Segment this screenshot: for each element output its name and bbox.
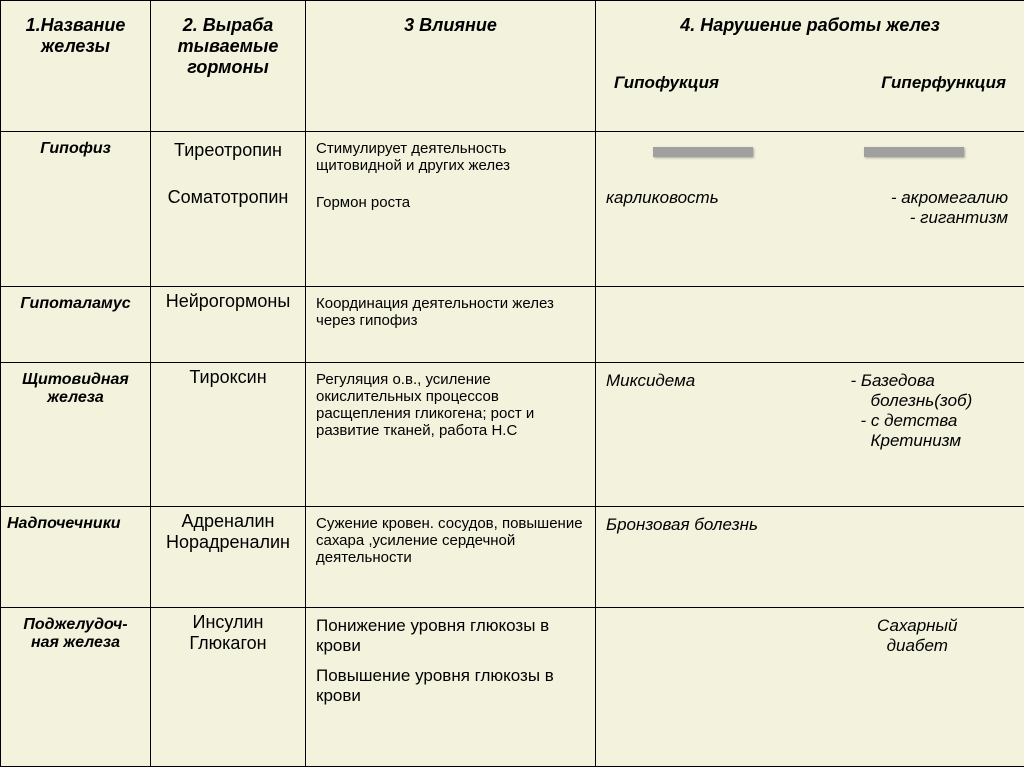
hormone-item: Соматотропин — [161, 187, 295, 208]
hyper-item: - с детства — [821, 411, 1013, 431]
hyper-cell: - Базедова болезнь(зоб) - с детства Крет… — [811, 363, 1024, 507]
hormones-cell: Тироксин — [151, 363, 306, 507]
hdr-hypo: Гипофукция — [596, 73, 811, 131]
hormone-item: Нейрогормоны — [161, 291, 295, 312]
influence-item: Регуляция о.в., усиление окислительных п… — [316, 371, 585, 439]
hdr-hormones: 2. Выраба тываемые гормоны — [151, 1, 306, 132]
hormones-cell: Нейрогормоны — [151, 287, 306, 363]
gray-bar-icon — [653, 147, 753, 157]
influence-item: Сужение кровен. сосудов, повышение сахар… — [316, 515, 585, 566]
hdr-influence: 3 Влияние — [306, 1, 596, 132]
hormone-item: Норадреналин — [161, 532, 295, 553]
hypo-cell: Бронзовая болезнь — [596, 507, 811, 608]
hormone-item: Тироксин — [161, 367, 295, 388]
influence-cell: Стимулирует деятельность щитовидной и др… — [306, 131, 596, 287]
gland-name: Гипофиз — [1, 131, 151, 287]
hypo-text: карликовость — [606, 188, 801, 208]
hormone-item: Инсулин — [161, 612, 295, 633]
influence-item: Понижение уровня глюкозы в крови — [316, 616, 585, 656]
hyper-item: Кретинизм — [821, 431, 1013, 451]
gland-name: Поджелудоч- ная железа — [1, 608, 151, 767]
influence-cell: Понижение уровня глюкозы в крови Повышен… — [306, 608, 596, 767]
gray-bar-icon — [864, 147, 964, 157]
hypo-text: Миксидема — [606, 371, 801, 391]
hdr-disorders: 4. Нарушение работы желез — [596, 1, 1024, 73]
table-row: Гипофиз Тиреотропин Соматотропин Стимули… — [1, 131, 1024, 287]
hyper-item: - гигантизм — [821, 208, 1009, 228]
hyper-item: диабет — [821, 636, 1015, 656]
glands-table: 1.Название железы 2. Выраба тываемые гор… — [0, 0, 1024, 767]
hormone-item: Глюкагон — [161, 633, 295, 654]
hyper-cell — [811, 287, 1024, 363]
hyper-cell: Сахарный диабет — [811, 608, 1024, 767]
hyper-item: болезнь(зоб) — [821, 391, 1013, 411]
hormones-cell: Адреналин Норадреналин — [151, 507, 306, 608]
influence-item: Гормон роста — [316, 194, 585, 211]
influence-item: Повышение уровня глюкозы в крови — [316, 666, 585, 706]
influence-cell: Координация деятельности желез через гип… — [306, 287, 596, 363]
hyper-cell — [811, 507, 1024, 608]
hypo-cell: карликовость — [596, 131, 811, 287]
table-row: Гипоталамус Нейрогормоны Координация дея… — [1, 287, 1024, 363]
hormones-cell: Тиреотропин Соматотропин — [151, 131, 306, 287]
hypo-cell — [596, 608, 811, 767]
hdr-hyper: Гиперфункция — [811, 73, 1024, 131]
hyper-item: - Базедова — [821, 371, 1013, 391]
header-row-1: 1.Название железы 2. Выраба тываемые гор… — [1, 1, 1024, 73]
table-row: Поджелудоч- ная железа Инсулин Глюкагон … — [1, 608, 1024, 767]
gland-name: Щитовидная железа — [1, 363, 151, 507]
gland-name-text: Поджелудоч- ная железа — [23, 616, 127, 651]
influence-item: Координация деятельности желез через гип… — [316, 295, 585, 329]
gland-name: Надпочечники — [1, 507, 151, 608]
table-row: Надпочечники Адреналин Норадреналин Суже… — [1, 507, 1024, 608]
hyper-item: Сахарный — [821, 616, 1015, 636]
hypo-cell: Миксидема — [596, 363, 811, 507]
influence-cell: Регуляция о.в., усиление окислительных п… — [306, 363, 596, 507]
hyper-cell: - акромегалию - гигантизм — [811, 131, 1024, 287]
hormone-item: Тиреотропин — [161, 140, 295, 161]
hdr-gland: 1.Название железы — [1, 1, 151, 132]
hormones-cell: Инсулин Глюкагон — [151, 608, 306, 767]
hypo-text: Бронзовая болезнь — [606, 515, 801, 535]
influence-item: Стимулирует деятельность щитовидной и др… — [316, 140, 585, 174]
influence-cell: Сужение кровен. сосудов, повышение сахар… — [306, 507, 596, 608]
table-row: Щитовидная железа Тироксин Регуляция о.в… — [1, 363, 1024, 507]
gland-name: Гипоталамус — [1, 287, 151, 363]
hypo-cell — [596, 287, 811, 363]
hyper-item: - акромегалию — [821, 188, 1009, 208]
hormone-item: Адреналин — [161, 511, 295, 532]
